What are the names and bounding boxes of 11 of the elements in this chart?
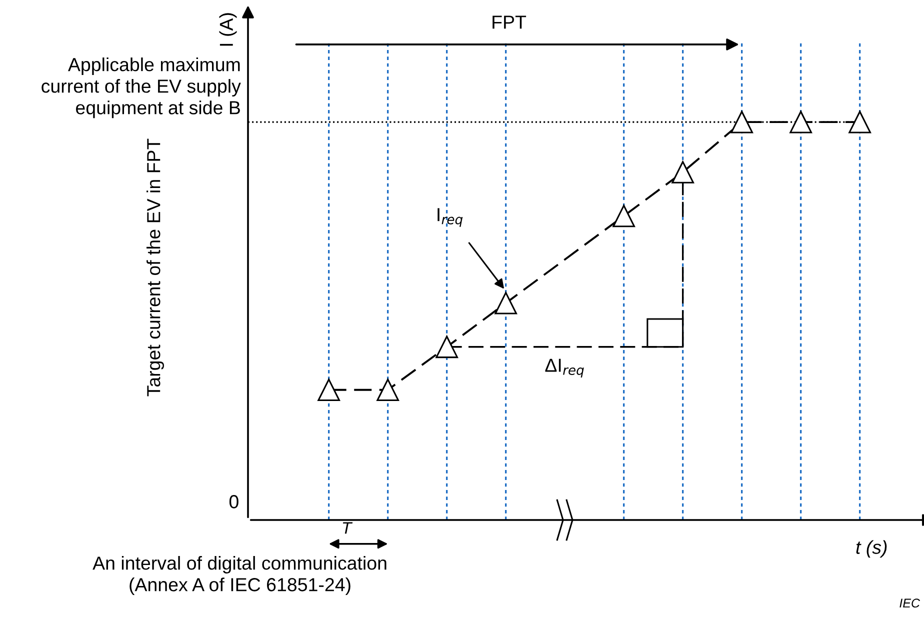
text: IEC [900,598,920,608]
y-axis-title: Target current of the EV in FPT [146,138,164,396]
text: I (A) [219,13,237,46]
x-axis-title: t (s) [856,540,887,558]
text: An interval of digital communication (Annex A of IEC 61851-24) [92,556,386,596]
text: T [342,522,353,534]
text: 0 [229,495,238,508]
annotation: ΔI$_{req}$ [545,358,584,378]
text: FPT [492,16,526,29]
ref-line-label: Applicable maximum current of the EV supply equipment at side B [42,57,241,118]
annotation: I$_{req}$ [438,208,463,227]
